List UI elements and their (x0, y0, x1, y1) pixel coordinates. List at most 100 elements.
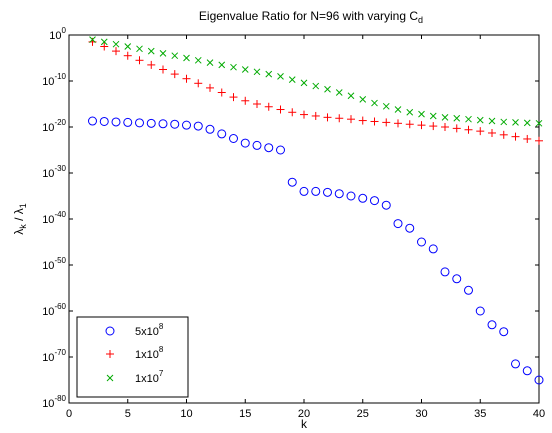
series-1-point (323, 187, 332, 197)
series-1-point (358, 193, 368, 203)
series-3-point (359, 96, 367, 103)
y-axis-label: λk / λ1 (12, 203, 28, 235)
legend: 5x108 1x108 1x107 (76, 316, 189, 398)
series-3-point (277, 73, 284, 80)
series-1-point (440, 267, 450, 277)
series-2-point (159, 65, 167, 74)
series-1-point (287, 177, 297, 187)
series-2-point (241, 96, 250, 105)
series-3-point (324, 85, 331, 93)
series-2-point (311, 111, 320, 120)
series-1-point (88, 116, 97, 126)
x-tick-label: 40 (533, 408, 545, 420)
x-tick-label: 0 (66, 408, 72, 420)
series-1-point (217, 129, 227, 139)
y-tick-label: 10-40 (42, 210, 66, 226)
series-3-point (300, 79, 308, 87)
series-1-point (346, 191, 356, 201)
series-2-point (112, 47, 120, 56)
series-2-point (300, 110, 308, 119)
series-1-point (428, 244, 438, 254)
series-3-point (89, 36, 96, 43)
series-3-point (171, 52, 179, 60)
series-2-point (264, 102, 273, 111)
series-2-point (135, 56, 144, 65)
series-3-point (124, 43, 132, 50)
series-2-point (347, 115, 355, 124)
series-1-point (193, 121, 203, 131)
series-2-point (382, 118, 391, 127)
x-tick-label: 35 (474, 408, 486, 420)
series-2-point (523, 134, 532, 143)
series-2-point (370, 117, 379, 126)
series-2-point (206, 83, 214, 92)
legend-marker-3 (106, 374, 114, 382)
series-2-point (123, 51, 132, 60)
series-1-markers (88, 116, 544, 385)
x-tick-label: 30 (415, 408, 427, 420)
series-1-point (99, 116, 109, 126)
series-3-point (347, 92, 355, 100)
series-2-point (417, 121, 426, 130)
series-2-point (358, 116, 367, 125)
series-1-point (487, 320, 497, 330)
series-1-point (417, 237, 426, 247)
series-1-point (158, 119, 168, 129)
legend-label-2: 1x108 (135, 345, 164, 361)
x-axis-ticks: 0 5 10 15 20 25 30 35 40 (66, 35, 545, 420)
series-2-point (253, 100, 261, 108)
series-3-point (218, 61, 226, 69)
series-1-point (311, 186, 321, 196)
series-2-point (288, 108, 297, 117)
y-tick-label: 10-60 (42, 302, 66, 318)
series-3-point (418, 110, 425, 118)
series-3-point (500, 118, 508, 126)
series-2-point (182, 74, 191, 83)
series-1-point (511, 359, 520, 369)
series-3-point (488, 117, 496, 125)
series-2-point (535, 136, 543, 145)
series-2-point (405, 120, 414, 129)
series-2-point (429, 122, 438, 131)
series-2-point (335, 114, 344, 123)
x-tick-label: 5 (125, 408, 131, 420)
y-tick-label: 100 (49, 26, 66, 42)
series-3-point (535, 119, 543, 127)
y-tick-label: 10-70 (42, 348, 66, 364)
series-1-point (370, 196, 379, 206)
series-3-point (159, 50, 167, 57)
series-3-point (453, 114, 461, 122)
series-3-point (523, 119, 531, 127)
series-2-point (441, 123, 449, 131)
series-1-point (475, 306, 485, 316)
y-tick-label: 10-50 (42, 256, 66, 272)
series-3-point (465, 115, 472, 123)
series-3-point (265, 70, 273, 78)
series-2-point (170, 70, 179, 79)
x-tick-label: 15 (239, 408, 251, 420)
series-3-point (253, 68, 261, 76)
series-3-point (241, 66, 249, 73)
series-2-point (499, 130, 508, 139)
series-3-point (112, 40, 120, 48)
series-3-point (429, 112, 437, 120)
series-3-markers (89, 36, 543, 127)
series-3-point (147, 47, 155, 55)
series-1-point (452, 274, 462, 284)
series-1-point (146, 118, 156, 128)
series-3-point (312, 82, 320, 90)
series-1-point (393, 219, 403, 229)
y-axis-ticks: 100 10-10 10-20 10-30 10-40 10-50 10-60 10-70 10… (42, 26, 539, 410)
series-1-point (182, 120, 191, 130)
series-3-point (335, 89, 343, 96)
series-1-point (276, 145, 285, 155)
series-2-point (476, 127, 485, 136)
series-2-point (194, 79, 203, 88)
series-1-point (123, 117, 133, 127)
x-tick-label: 20 (298, 408, 310, 420)
series-1-point (534, 375, 544, 385)
series-3-point (512, 119, 519, 126)
series-3-point (406, 108, 414, 116)
series-3-point (183, 54, 190, 62)
